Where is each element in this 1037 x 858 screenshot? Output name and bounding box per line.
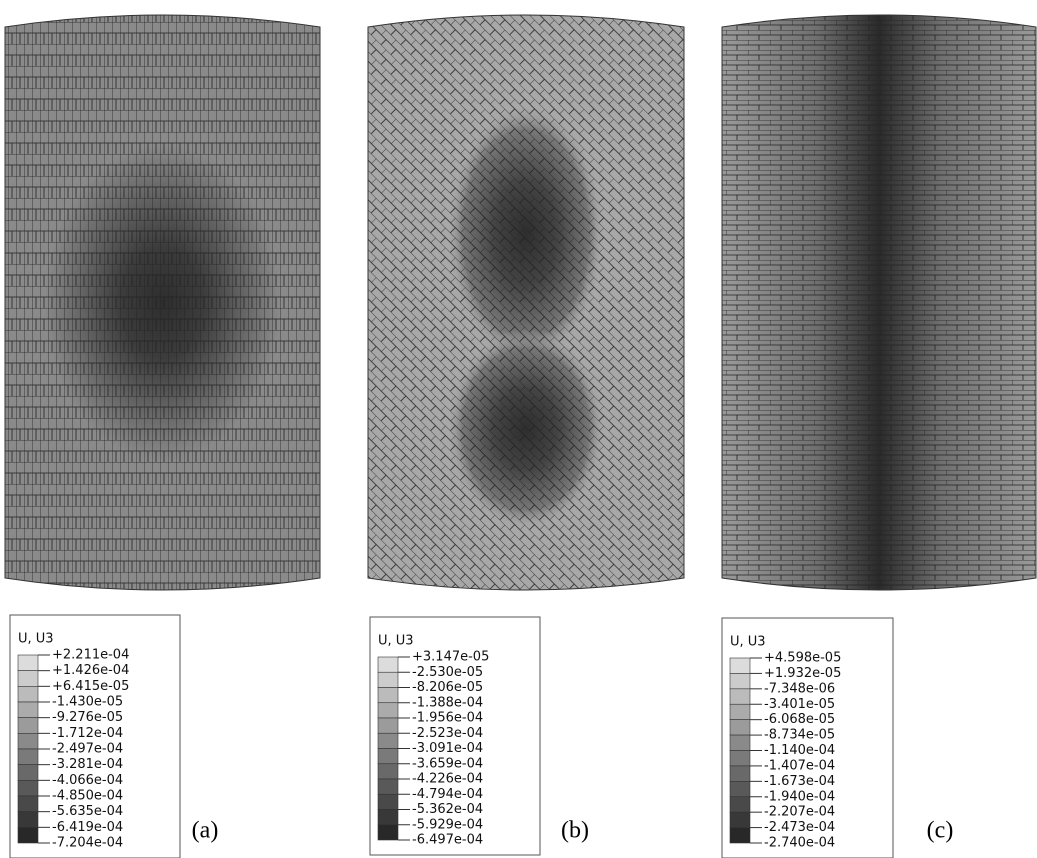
legend-label: -2.523e-04 (412, 726, 483, 741)
legend-label: -2.207e-04 (764, 805, 835, 820)
panel-caption: (a) (192, 818, 219, 844)
legend-title: U, U3 (730, 635, 766, 650)
legend-swatch (377, 671, 399, 688)
legend-label: -1.407e-04 (764, 758, 835, 773)
legend-label: +1.932e-05 (764, 666, 841, 681)
legend-swatch (729, 765, 751, 782)
legend-swatch (17, 654, 39, 671)
legend: U, U3+2.211e-04+1.426e-04+6.415e-05-1.43… (9, 614, 181, 858)
legend-swatch (377, 702, 399, 719)
legend-swatch (377, 809, 399, 826)
cylinder-a (4, 14, 321, 591)
legend-swatch (17, 827, 39, 844)
legend-label: -2.497e-04 (52, 742, 123, 757)
legend-swatch (17, 780, 39, 797)
legend-label: -1.956e-04 (412, 711, 483, 726)
legend-label: -5.635e-04 (52, 804, 123, 819)
legend-label: -9.276e-05 (52, 710, 123, 725)
legend-swatch (17, 811, 39, 828)
legend-swatch (729, 657, 751, 674)
panel-caption: (b) (561, 818, 589, 844)
legend-label: -4.794e-04 (412, 787, 483, 802)
legend-swatch (729, 781, 751, 798)
legend-swatch (17, 670, 39, 687)
legend-swatch (17, 795, 39, 812)
legend-label: -2.740e-04 (764, 836, 835, 851)
legend-label: -6.419e-04 (52, 820, 123, 835)
legend-label: +2.211e-04 (52, 648, 129, 663)
legend-swatch (377, 793, 399, 810)
legend-swatch (17, 686, 39, 703)
legend-label: +3.147e-05 (412, 650, 489, 665)
legend-swatch (17, 701, 39, 718)
legend-swatch (17, 764, 39, 781)
legend-label: -3.281e-04 (52, 757, 123, 772)
legend-label: -4.226e-04 (412, 772, 483, 787)
legends: U, U3+2.211e-04+1.426e-04+6.415e-05-1.43… (9, 614, 954, 858)
legend-label: -1.430e-05 (52, 695, 123, 710)
legend-swatch (377, 656, 399, 673)
legend-swatch (377, 732, 399, 749)
legend-swatch (729, 811, 751, 828)
legend-label: -2.530e-05 (412, 665, 483, 680)
legend: U, U3+3.147e-05-2.530e-05-8.206e-05-1.38… (369, 616, 541, 856)
legend-label: -5.362e-04 (412, 802, 483, 817)
legend-label: +6.415e-05 (52, 679, 129, 694)
legend-label: -6.497e-04 (412, 833, 483, 848)
legend-label: -1.712e-04 (52, 726, 123, 741)
cylinder-b (367, 14, 685, 591)
legend-label: +4.598e-05 (764, 651, 841, 666)
legend-swatch (377, 824, 399, 841)
legend-swatch (729, 719, 751, 736)
legend-label: -5.929e-04 (412, 817, 483, 832)
legend-swatch (17, 748, 39, 765)
legend-swatch (377, 778, 399, 795)
legend-label: -3.401e-05 (764, 697, 835, 712)
legend-label: -7.204e-04 (52, 836, 123, 851)
legend-title: U, U3 (18, 632, 54, 647)
legend-swatch (17, 733, 39, 750)
cylinder-c (721, 14, 1037, 591)
legend-swatch (377, 687, 399, 704)
legend-swatch (729, 734, 751, 751)
legend-label: -1.140e-04 (764, 743, 835, 758)
legend-label: -8.734e-05 (764, 728, 835, 743)
legend-title: U, U3 (378, 634, 414, 649)
legend-swatch (729, 673, 751, 690)
legend-swatch (377, 748, 399, 765)
legend-swatch (729, 688, 751, 705)
legend-label: -3.659e-04 (412, 756, 483, 771)
legend-label: -1.673e-04 (764, 774, 835, 789)
legend-label: -8.206e-05 (412, 680, 483, 695)
legend-swatch (377, 717, 399, 734)
legend-swatch (729, 796, 751, 813)
legend-label: +1.426e-04 (52, 663, 129, 678)
legend-label: -4.066e-04 (52, 773, 123, 788)
legend-swatch (729, 750, 751, 767)
legend-swatch (729, 703, 751, 720)
legend-label: -2.473e-04 (764, 820, 835, 835)
legend-swatch (729, 827, 751, 844)
legend: U, U3+4.598e-05+1.932e-05-7.348e-06-3.40… (721, 617, 894, 858)
legend-label: -3.091e-04 (412, 741, 483, 756)
legend-label: -6.068e-05 (764, 712, 835, 727)
legend-label: -1.940e-04 (764, 789, 835, 804)
legend-swatch (17, 717, 39, 734)
legend-swatch (377, 763, 399, 780)
legend-label: -7.348e-06 (764, 681, 835, 696)
panel-caption: (c) (927, 818, 954, 844)
legend-label: -4.850e-04 (52, 789, 123, 804)
legend-label: -1.388e-04 (412, 695, 483, 710)
